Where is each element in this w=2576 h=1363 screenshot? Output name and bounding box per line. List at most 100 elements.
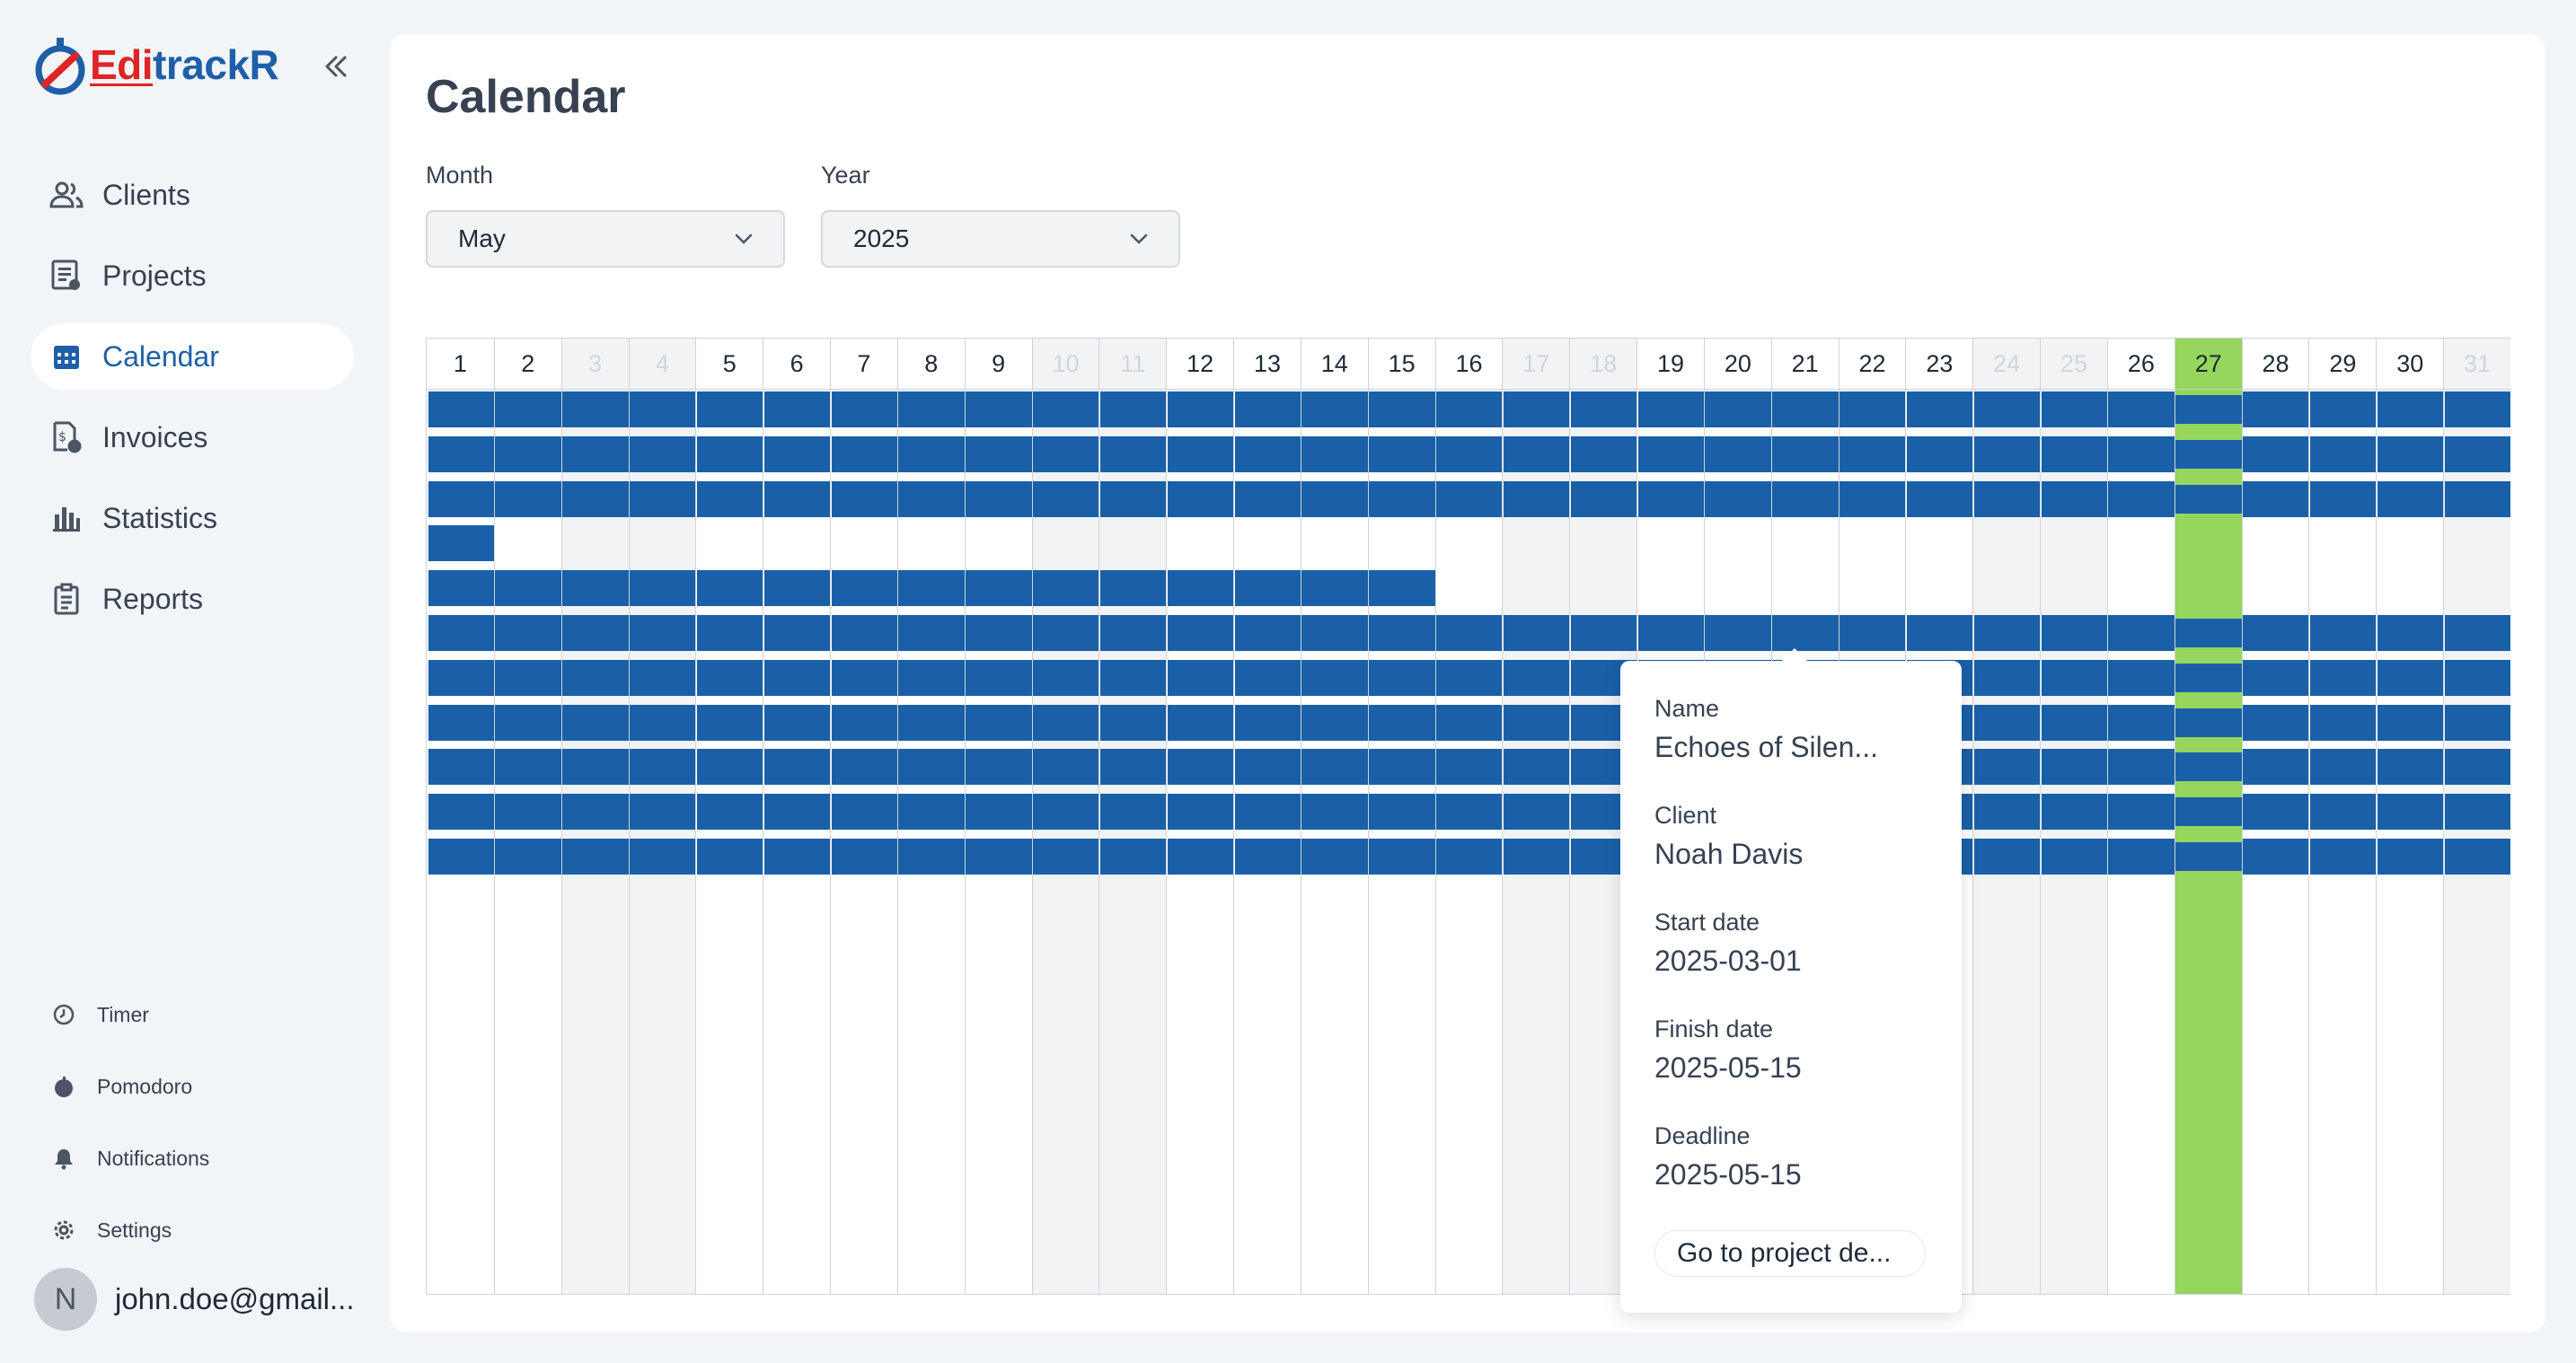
project-bar-segment[interactable] <box>428 525 494 562</box>
project-bar-segment[interactable] <box>898 749 965 786</box>
nav-item-timer[interactable]: Timer <box>50 979 209 1051</box>
project-bar-segment[interactable] <box>2309 704 2377 741</box>
project-bar-segment[interactable] <box>1234 435 1301 472</box>
project-bar-segment[interactable] <box>428 570 494 607</box>
year-select[interactable]: 2025 <box>821 210 1180 268</box>
project-bar-segment[interactable] <box>1234 391 1301 427</box>
project-bar-segment[interactable] <box>1301 615 1368 651</box>
project-bar-segment[interactable] <box>2175 484 2242 514</box>
project-bar-segment[interactable] <box>1033 570 1099 607</box>
project-bar-segment[interactable] <box>2108 839 2175 875</box>
project-bar-segment[interactable] <box>696 615 763 651</box>
project-bar-segment[interactable] <box>630 391 696 427</box>
project-bar-segment[interactable] <box>2309 749 2377 786</box>
project-bar-segment[interactable] <box>2243 615 2309 651</box>
project-bar-segment[interactable] <box>2243 839 2309 875</box>
project-bar-segment[interactable] <box>1503 435 1570 472</box>
project-bar-segment[interactable] <box>428 839 494 875</box>
project-bar-segment[interactable] <box>1099 749 1167 786</box>
project-bar-segment[interactable] <box>1906 480 1973 517</box>
project-bar-segment[interactable] <box>1570 480 1637 517</box>
project-bar-segment[interactable] <box>1369 704 1435 741</box>
project-bar-segment[interactable] <box>1234 480 1301 517</box>
nav-item-clients[interactable]: Clients <box>31 162 354 228</box>
project-bar-segment[interactable] <box>1234 570 1301 607</box>
project-bar-segment[interactable] <box>1369 749 1435 786</box>
project-bar-segment[interactable] <box>1503 391 1570 427</box>
project-bar-segment[interactable] <box>1436 794 1503 831</box>
project-bar-segment[interactable] <box>2444 839 2510 875</box>
project-bar-segment[interactable] <box>898 615 965 651</box>
project-bar-segment[interactable] <box>763 435 831 472</box>
project-bar-segment[interactable] <box>1839 435 1906 472</box>
project-bar-segment[interactable] <box>1234 615 1301 651</box>
project-bar-segment[interactable] <box>495 391 561 427</box>
project-bar-segment[interactable] <box>1301 659 1368 696</box>
project-bar-segment[interactable] <box>1167 839 1234 875</box>
project-bar-segment[interactable] <box>696 659 763 696</box>
project-bar-segment[interactable] <box>1973 839 2041 875</box>
project-bar-segment[interactable] <box>2309 794 2377 831</box>
project-bar-segment[interactable] <box>1099 615 1167 651</box>
project-bar-segment[interactable] <box>2444 391 2510 427</box>
project-bar-segment[interactable] <box>1436 480 1503 517</box>
project-bar-segment[interactable] <box>763 659 831 696</box>
project-bar-segment[interactable] <box>2108 435 2175 472</box>
project-bar-segment[interactable] <box>630 435 696 472</box>
project-bar-segment[interactable] <box>2108 615 2175 651</box>
project-bar-segment[interactable] <box>831 435 897 472</box>
project-bar-segment[interactable] <box>1301 570 1368 607</box>
project-bar-segment[interactable] <box>495 659 561 696</box>
project-bar-segment[interactable] <box>2041 704 2107 741</box>
project-bar-segment[interactable] <box>1503 480 1570 517</box>
project-bar-segment[interactable] <box>562 570 629 607</box>
project-bar-segment[interactable] <box>696 435 763 472</box>
project-bar-segment[interactable] <box>1973 794 2041 831</box>
project-bar-segment[interactable] <box>1906 391 1973 427</box>
nav-item-invoices[interactable]: $ Invoices <box>31 404 354 470</box>
project-bar-segment[interactable] <box>763 839 831 875</box>
project-bar-segment[interactable] <box>2108 391 2175 427</box>
project-bar-segment[interactable] <box>630 570 696 607</box>
project-bar-segment[interactable] <box>1167 749 1234 786</box>
nav-item-notifications[interactable]: Notifications <box>50 1122 209 1194</box>
project-bar-segment[interactable] <box>1369 794 1435 831</box>
project-bar-segment[interactable] <box>898 839 965 875</box>
project-bar-segment[interactable] <box>1973 704 2041 741</box>
project-bar-segment[interactable] <box>831 391 897 427</box>
project-bar-segment[interactable] <box>1369 480 1435 517</box>
project-bar-segment[interactable] <box>630 839 696 875</box>
project-bar-segment[interactable] <box>2041 480 2107 517</box>
project-bar-segment[interactable] <box>831 615 897 651</box>
project-bar-segment[interactable] <box>562 391 629 427</box>
project-bar-segment[interactable] <box>898 570 965 607</box>
project-bar-segment[interactable] <box>1772 391 1839 427</box>
project-bar-segment[interactable] <box>1099 570 1167 607</box>
project-bar-segment[interactable] <box>1033 794 1099 831</box>
project-bar-segment[interactable] <box>2175 842 2242 871</box>
project-bar-segment[interactable] <box>2377 659 2444 696</box>
project-bar-segment[interactable] <box>1167 794 1234 831</box>
project-bar-segment[interactable] <box>1772 435 1839 472</box>
go-to-project-button[interactable]: Go to project de... <box>1654 1230 1926 1277</box>
project-bar-segment[interactable] <box>696 794 763 831</box>
project-bar-segment[interactable] <box>1167 659 1234 696</box>
nav-item-calendar[interactable]: Calendar <box>31 323 354 390</box>
project-bar-segment[interactable] <box>428 659 494 696</box>
project-bar-segment[interactable] <box>1369 615 1435 651</box>
project-bar-segment[interactable] <box>2175 663 2242 692</box>
project-bar-segment[interactable] <box>1839 480 1906 517</box>
project-bar-segment[interactable] <box>1099 391 1167 427</box>
project-bar-segment[interactable] <box>831 749 897 786</box>
project-bar-segment[interactable] <box>1033 615 1099 651</box>
project-bar-segment[interactable] <box>1369 570 1435 607</box>
project-bar-segment[interactable] <box>1167 570 1234 607</box>
project-bar-segment[interactable] <box>1033 659 1099 696</box>
project-bar-segment[interactable] <box>1637 480 1704 517</box>
project-bar-segment[interactable] <box>1436 839 1503 875</box>
project-bar-segment[interactable] <box>1234 749 1301 786</box>
project-bar-segment[interactable] <box>1033 839 1099 875</box>
project-bar-segment[interactable] <box>1167 480 1234 517</box>
project-bar-segment[interactable] <box>1301 794 1368 831</box>
project-bar-segment[interactable] <box>696 839 763 875</box>
